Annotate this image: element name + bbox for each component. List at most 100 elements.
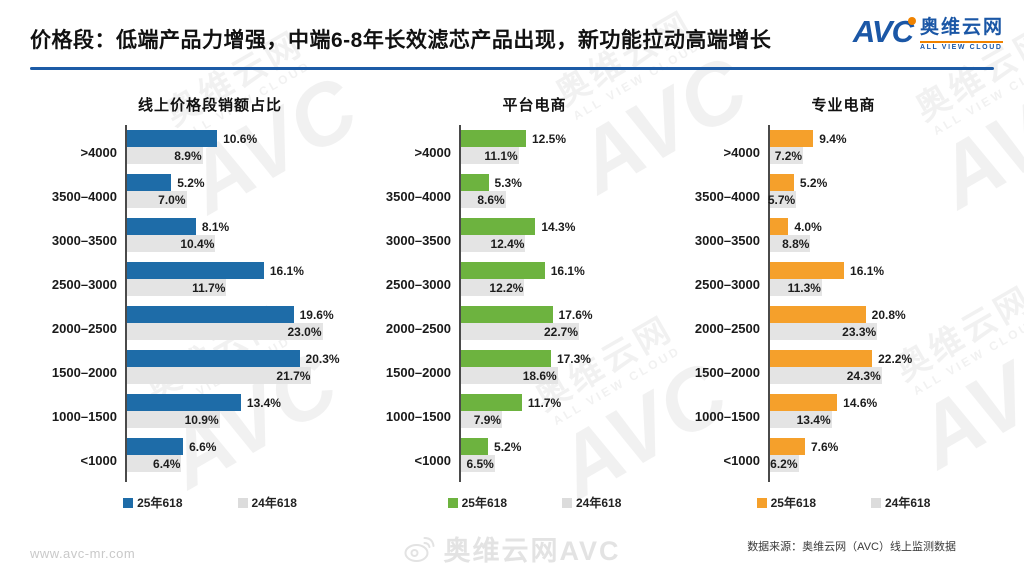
bar-current bbox=[770, 350, 873, 367]
value-label-current: 16.1% bbox=[269, 263, 304, 278]
bar-row-current: 17.3% bbox=[461, 350, 674, 367]
value-label-previous: 10.4% bbox=[180, 236, 215, 251]
category-label: 3000–3500 bbox=[51, 232, 117, 248]
bar-previous: 23.3% bbox=[770, 323, 878, 340]
bar-group: 9.4% 7.2% bbox=[770, 130, 983, 174]
legend-swatch-icon bbox=[871, 497, 881, 508]
header-divider bbox=[30, 67, 994, 70]
bar-current bbox=[770, 218, 789, 235]
avc-logo-name: 奥维云网 bbox=[919, 17, 1004, 38]
bar-previous: 8.9% bbox=[127, 147, 203, 164]
charts-area: 线上价格段销额占比 >4000 3500–4000 3000–3500 2500–30… bbox=[0, 94, 1024, 511]
bar-current bbox=[461, 218, 536, 235]
value-label-current: 5.2% bbox=[177, 175, 205, 190]
legend-swatch-icon bbox=[562, 497, 572, 508]
value-label-previous: 11.7% bbox=[192, 280, 226, 295]
bar-current bbox=[127, 438, 184, 455]
value-label-current: 16.1% bbox=[550, 263, 585, 278]
bar-current bbox=[127, 262, 264, 279]
value-label-previous: 7.2% bbox=[774, 148, 803, 163]
bar-current bbox=[127, 174, 172, 191]
page-title: 价格段：低端产品力增强，中端6-8年长效滤芯产品出现，新功能拉动高端增长 bbox=[30, 29, 772, 52]
category-axis: >4000 3500–4000 3000–3500 2500–3000 2000–250… bbox=[51, 125, 125, 482]
bar-row-previous: 6.5% bbox=[461, 455, 674, 472]
bar-row-current: 22.2% bbox=[770, 350, 983, 367]
bar-group: 5.2% 6.5% bbox=[461, 438, 674, 482]
bar-group: 5.2% 7.0% bbox=[127, 174, 365, 218]
legend-item-previous: 24年618 bbox=[237, 494, 297, 511]
legend-item-current: 25年618 bbox=[756, 494, 816, 511]
category-label: >4000 bbox=[414, 144, 451, 160]
value-label-current: 5.2% bbox=[799, 175, 828, 190]
value-label-current: 10.6% bbox=[223, 131, 258, 146]
bar-row-current: 5.3% bbox=[461, 174, 674, 191]
legend-swatch-icon bbox=[447, 497, 458, 508]
legend-item-current: 25年618 bbox=[447, 494, 507, 511]
value-label-current: 9.4% bbox=[819, 131, 847, 146]
bar-row-current: 5.2% bbox=[461, 438, 674, 455]
bar-previous: 21.7% bbox=[127, 367, 312, 384]
weibo-icon bbox=[404, 536, 435, 562]
bar-current bbox=[461, 174, 489, 191]
bar-row-previous: 8.8% bbox=[770, 235, 983, 252]
bar-group: 16.1% 11.3% bbox=[770, 262, 983, 306]
bar-previous: 10.9% bbox=[127, 411, 220, 428]
bar-row-previous: 6.4% bbox=[127, 455, 365, 472]
chart-legend: 25年618 24年618 bbox=[704, 494, 983, 511]
bar-group: 10.6% 8.9% bbox=[127, 130, 365, 174]
value-label-previous: 13.4% bbox=[796, 412, 831, 427]
legend-item-current: 25年618 bbox=[123, 494, 183, 511]
category-label: 3500–4000 bbox=[51, 188, 117, 204]
value-label-current: 17.3% bbox=[556, 351, 591, 366]
bar-group: 11.7% 7.9% bbox=[461, 394, 674, 438]
bar-current bbox=[770, 306, 866, 323]
bar-previous: 7.2% bbox=[770, 147, 804, 164]
bar-group: 5.3% 8.6% bbox=[461, 174, 674, 218]
bar-current bbox=[461, 130, 526, 147]
category-label: 2000–2500 bbox=[385, 320, 451, 336]
chart-title: 专业电商 bbox=[811, 97, 876, 114]
bar-row-current: 16.1% bbox=[770, 262, 983, 279]
bar-current bbox=[770, 438, 805, 455]
bar-group: 14.3% 12.4% bbox=[461, 218, 674, 262]
bar-current bbox=[461, 394, 522, 411]
bar-previous: 24.3% bbox=[770, 367, 882, 384]
category-label: 1500–2000 bbox=[51, 364, 117, 380]
bar-previous: 12.4% bbox=[461, 235, 526, 252]
category-label: 3500–4000 bbox=[694, 188, 760, 204]
bar-row-previous: 11.3% bbox=[770, 279, 983, 296]
website-link[interactable]: www.avc-mr.com bbox=[30, 546, 136, 561]
value-label-current: 4.0% bbox=[794, 219, 822, 234]
category-label: 3000–3500 bbox=[694, 232, 760, 248]
bar-current bbox=[461, 350, 551, 367]
bar-row-current: 14.3% bbox=[461, 218, 674, 235]
chart-plot-area: >4000 3500–4000 3000–3500 2500–3000 2000–250… bbox=[51, 125, 365, 482]
bar-row-current: 5.2% bbox=[127, 174, 365, 191]
value-label-previous: 12.2% bbox=[489, 280, 524, 295]
category-label: <1000 bbox=[723, 452, 760, 468]
category-label: <1000 bbox=[414, 452, 451, 468]
bar-previous: 10.4% bbox=[127, 235, 216, 252]
category-label: >4000 bbox=[723, 144, 760, 160]
bar-group: 19.6% 23.0% bbox=[127, 306, 365, 350]
legend-swatch-icon bbox=[756, 497, 767, 508]
value-label-previous: 8.8% bbox=[782, 236, 810, 251]
value-label-previous: 11.1% bbox=[484, 148, 518, 163]
bar-group: 16.1% 11.7% bbox=[127, 262, 365, 306]
category-label: 1000–1500 bbox=[694, 408, 760, 424]
value-label-current: 20.3% bbox=[305, 351, 340, 366]
bar-row-previous: 10.4% bbox=[127, 235, 365, 252]
bar-previous: 8.8% bbox=[770, 235, 811, 252]
bar-current bbox=[127, 394, 241, 411]
legend-swatch-icon bbox=[123, 497, 134, 508]
category-label: 2500–3000 bbox=[51, 276, 117, 292]
chart-platform-ecommerce: 平台电商 >4000 3500–4000 3000–3500 2500–3000 200… bbox=[385, 94, 674, 511]
category-label: 2000–2500 bbox=[51, 320, 117, 336]
value-label-current: 19.6% bbox=[299, 307, 334, 322]
bar-row-previous: 8.6% bbox=[461, 191, 674, 208]
bar-row-previous: 12.2% bbox=[461, 279, 674, 296]
footer: www.avc-mr.com 奥维云网AVC 数据来源：奥维云网（AVC）线上监… bbox=[0, 526, 1024, 576]
value-label-previous: 11.3% bbox=[787, 280, 821, 295]
category-label: 2000–2500 bbox=[694, 320, 760, 336]
value-label-current: 5.3% bbox=[494, 175, 522, 190]
